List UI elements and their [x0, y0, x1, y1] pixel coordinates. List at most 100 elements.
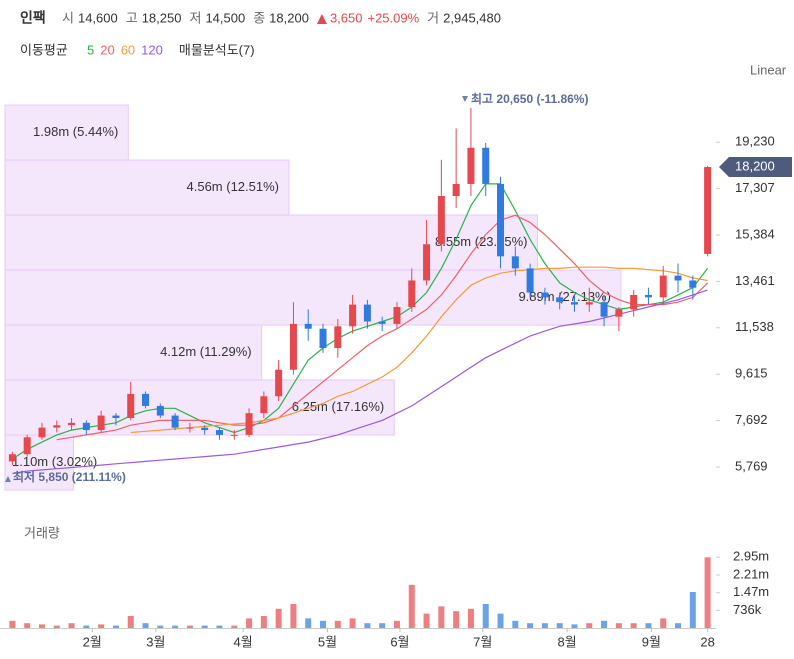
candle-body	[230, 434, 238, 436]
y-tick-label: 11,538	[735, 319, 774, 334]
candle-body	[423, 244, 431, 281]
profile-label: 매물분석도(7)	[179, 42, 255, 57]
volume-bar	[512, 620, 519, 628]
candle-body	[482, 147, 490, 184]
profile-bar	[4, 214, 538, 271]
candle-body	[408, 280, 416, 308]
ma-line	[12, 289, 708, 475]
high-marker	[462, 96, 468, 102]
x-tick-label: 2월	[83, 634, 102, 649]
candle-body	[215, 430, 223, 435]
candle-body	[171, 415, 179, 428]
candle-body	[541, 292, 549, 298]
volume-bar	[615, 623, 622, 628]
candle-body	[304, 323, 312, 329]
candle-body	[704, 167, 712, 254]
candle-body	[644, 294, 652, 298]
candle-body	[378, 321, 386, 324]
volume-bar	[231, 625, 238, 628]
candle-body	[600, 302, 608, 317]
volume-bar	[438, 606, 445, 628]
candle-body	[142, 393, 150, 406]
x-tick-label: 7월	[473, 634, 492, 649]
volume-tick-label: 1.47m	[733, 584, 769, 599]
volume-bar	[482, 604, 489, 628]
profile-label: 4.12m (11.29%)	[160, 344, 252, 359]
legend-entry: 5	[87, 42, 94, 57]
candle-body	[201, 427, 209, 431]
ma-label: 이동평균	[20, 42, 68, 57]
volume-bar	[586, 623, 593, 628]
y-tick-label: 9,615	[735, 366, 768, 381]
profile-label: 1.98m (5.44%)	[33, 124, 118, 139]
legend-entry: 60	[121, 42, 135, 57]
volume-bar	[601, 620, 608, 628]
candle-body	[97, 415, 105, 431]
y-tick-label: 13,461	[735, 273, 775, 288]
volume-tick-label: 2.95m	[733, 549, 769, 564]
candle-body	[497, 183, 505, 257]
volume-bar	[201, 625, 208, 628]
candle-body	[38, 427, 46, 438]
profile-bar	[4, 104, 129, 161]
legend-entry: 120	[141, 42, 163, 57]
candle-body	[349, 304, 357, 327]
candle-body	[363, 304, 371, 322]
volume-bar	[172, 625, 179, 628]
quote-label: 고	[126, 10, 138, 25]
quote-label: 시	[62, 10, 74, 25]
candle-body	[275, 369, 283, 397]
volume-bar	[142, 623, 149, 628]
volume-bar	[497, 613, 504, 628]
volume-bar	[349, 618, 356, 628]
profile-label: 4.56m (12.51%)	[187, 179, 280, 194]
candle-body	[615, 309, 623, 317]
volume-bar	[334, 620, 341, 628]
volume-bar	[275, 608, 282, 628]
quote-label: 종	[253, 10, 265, 25]
profile-bar	[4, 434, 75, 491]
candle-body	[570, 302, 578, 305]
volume-bar	[541, 623, 548, 628]
candle-body	[156, 405, 164, 416]
y-tick-label: 17,307	[735, 180, 775, 195]
volume-bar	[467, 608, 474, 628]
low-note: 최저 5,850 (211.11%)	[13, 469, 126, 484]
quote-value: 18,250	[142, 10, 182, 25]
ma-line	[130, 266, 708, 434]
volume-bar	[98, 624, 105, 628]
volume-bar	[157, 625, 164, 628]
volume-bar	[216, 625, 223, 628]
volume-bar	[83, 625, 90, 628]
volume-bar	[556, 623, 563, 628]
volume-bar	[38, 624, 45, 628]
x-tick-label: 9월	[642, 634, 661, 649]
candle-body	[260, 396, 268, 414]
price-tag-label: 18,200	[735, 158, 775, 173]
volume-tick-label: 2.21m	[733, 566, 769, 581]
quote-value: 14,500	[205, 10, 245, 25]
candle-body	[82, 422, 90, 431]
volume-bar	[260, 616, 267, 628]
candle-body	[112, 415, 120, 418]
profile-bar	[4, 159, 290, 216]
up-arrow	[316, 14, 327, 24]
change: 3,650	[330, 10, 363, 25]
volume-title: 거래량	[24, 525, 60, 540]
price-tag	[719, 157, 792, 178]
high-note: 최고 20,650 (-11.86%)	[471, 91, 588, 106]
profile-label: 8.55m (23.45%)	[435, 234, 528, 249]
y-tick-label: 7,692	[735, 412, 768, 427]
quote: 시 14,600 고 18,250 저 14,500 종 18,200 3,650 +25.09%…	[62, 10, 501, 25]
candle-body	[511, 256, 519, 269]
x-tick-label: 8월	[557, 634, 576, 649]
x-tick-label: 4월	[234, 634, 253, 649]
volume-bar	[689, 592, 696, 628]
profile-bar	[4, 324, 263, 381]
candle-body	[630, 294, 638, 310]
candle-body	[186, 427, 194, 429]
low-marker	[5, 476, 11, 482]
quote-value: 14,600	[78, 10, 118, 25]
quote-label: 저	[189, 10, 201, 25]
candle-body	[659, 275, 667, 298]
